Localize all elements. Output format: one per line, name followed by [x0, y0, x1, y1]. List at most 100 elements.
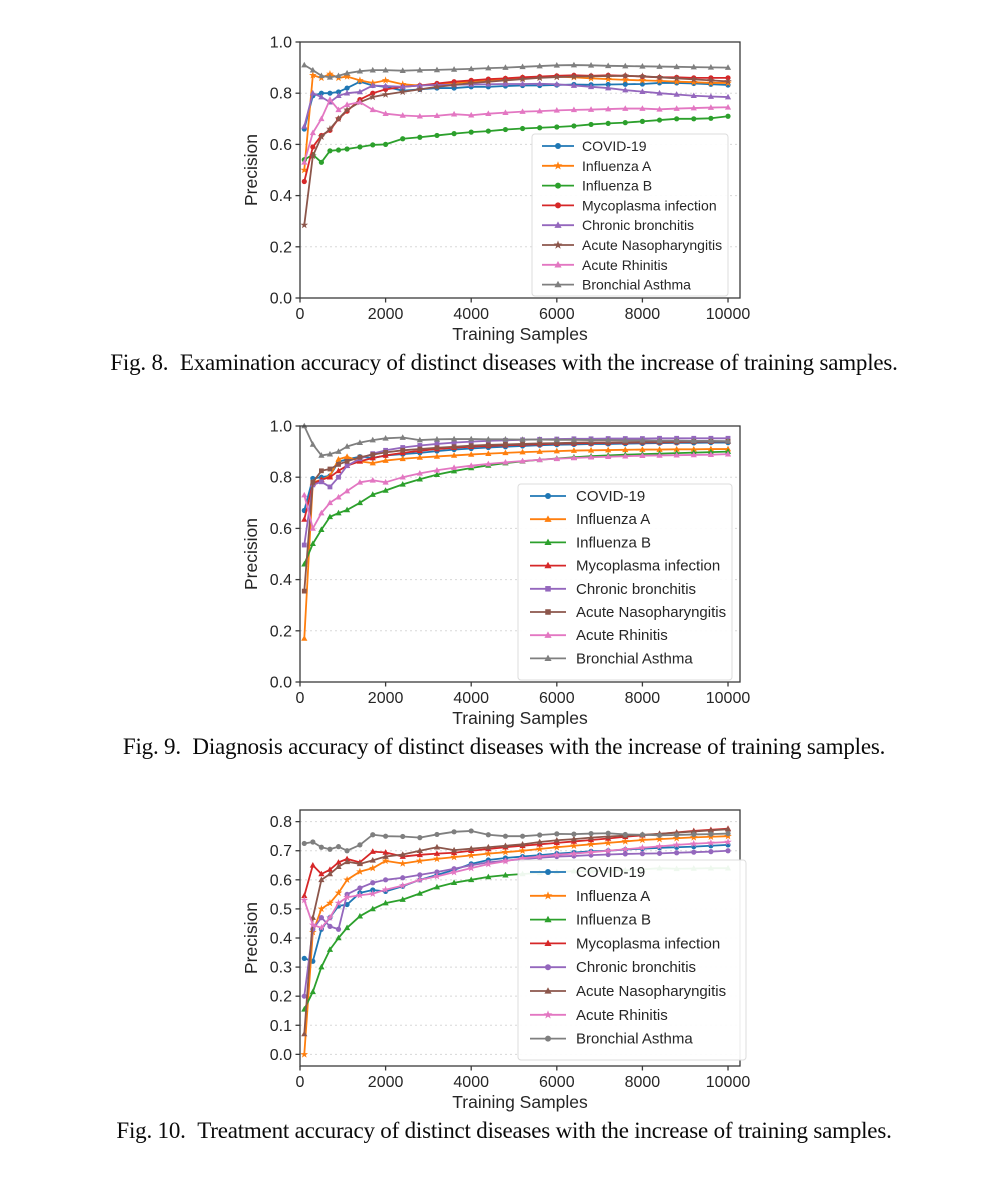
legend-label: Bronchial Asthma — [576, 650, 693, 667]
legend-item-Chronic bronchitis: Chronic bronchitis — [530, 959, 696, 976]
axes: 0 2000 4000 6000 8000 10000 0.0 0.2 0.4 0.6 0.8 1.0 — [270, 419, 751, 708]
legend-box — [531, 133, 729, 297]
legend-item-Bronchial Asthma: Bronchial Asthma — [542, 277, 691, 293]
x-tick-label: 10000 — [706, 1074, 751, 1091]
axes: 0 2000 4000 6000 8000 10000 0.0 0.2 0.4 0.6 0.8 1.0 — [270, 35, 751, 324]
legend-label: COVID-19 — [576, 488, 645, 505]
y-tick-label: 0.1 — [270, 1018, 292, 1035]
x-tick-label: 2000 — [368, 306, 404, 323]
y-tick-label: 0.8 — [270, 470, 292, 487]
legend-item-COVID-19: COVID-19 — [542, 138, 647, 154]
legend: COVID-19 Influenza A Influenza B Mycoplasma… — [531, 133, 729, 297]
legend-label: Influenza B — [576, 912, 651, 929]
x-tick-label: 0 — [296, 306, 305, 323]
y-tick-label: 0.4 — [270, 572, 292, 589]
legend: COVID-19 Influenza A Influenza B Mycoplasma… — [517, 859, 747, 1061]
x-tick-label: 4000 — [453, 690, 489, 707]
legend-label: COVID-19 — [582, 138, 647, 154]
legend-label: Influenza A — [582, 158, 652, 174]
y-tick-label: 0.5 — [270, 901, 292, 918]
y-axis-label: Precision — [241, 902, 261, 974]
legend-label: Chronic bronchitis — [576, 581, 696, 598]
legend: COVID-19 Influenza A Influenza B Mycoplasma… — [517, 483, 733, 681]
figure-8-block: 0 2000 4000 6000 8000 10000 0.0 0.2 0.4 0.6 0.8 1.0… — [0, 10, 1008, 376]
chart-svg-1: 0 2000 4000 6000 8000 10000 0.0 0.2 0.4 0.6 0.8 1.0… — [241, 419, 751, 729]
legend-item-Influenza A: Influenza A — [530, 888, 650, 905]
legend-item-Acute Rhinitis: Acute Rhinitis — [530, 1007, 668, 1024]
legend-label: Influenza B — [582, 178, 652, 194]
x-tick-label: 8000 — [625, 1074, 661, 1091]
figure-9-block: 0 2000 4000 6000 8000 10000 0.0 0.2 0.4 0.6 0.8 1.0… — [0, 394, 1008, 760]
x-tick-label: 8000 — [625, 306, 661, 323]
legend-label: Acute Nasopharyngitis — [576, 604, 726, 621]
series-markers-Bronchial Asthma — [301, 422, 732, 458]
series-markers-Acute Rhinitis — [300, 838, 732, 932]
legend-label: Mycoplasma infection — [576, 558, 720, 575]
legend-item-Influenza B: Influenza B — [542, 178, 652, 194]
plot-border — [299, 41, 741, 299]
legend-item-Influenza B: Influenza B — [530, 912, 651, 929]
y-tick-label: 0.3 — [270, 960, 292, 977]
chart-svg-2: 0 2000 4000 6000 8000 10000 0.0 0.1 0.2 0.3 0.4 0.5… — [241, 809, 751, 1112]
y-tick-label: 0.8 — [270, 814, 292, 831]
legend-item-Mycoplasma infection: Mycoplasma infection — [530, 558, 720, 575]
legend-item-Influenza A: Influenza A — [542, 158, 652, 174]
y-tick-label: 0.2 — [270, 623, 292, 640]
x-axis-label: Training Samples — [452, 1092, 588, 1112]
figure-10-chart: 0 2000 4000 6000 8000 10000 0.0 0.1 0.2 0.3 0.4 0.5… — [0, 778, 1008, 1113]
y-tick-label: 0.0 — [270, 291, 292, 308]
x-tick-label: 0 — [296, 690, 305, 707]
figure-8-chart: 0 2000 4000 6000 8000 10000 0.0 0.2 0.4 0.6 0.8 1.0… — [0, 10, 1008, 345]
legend-item-Acute Nasopharyngitis: Acute Nasopharyngitis — [530, 983, 726, 1000]
legend-label: Influenza A — [576, 888, 650, 905]
legend-label: Acute Nasopharyngitis — [582, 237, 722, 253]
legend-label: Chronic bronchitis — [582, 217, 694, 233]
x-tick-label: 10000 — [706, 306, 751, 323]
series-markers-Acute Rhinitis — [301, 96, 732, 165]
y-tick-label: 0.4 — [270, 188, 292, 205]
y-tick-label: 0.0 — [270, 675, 292, 692]
figure-9-caption-text: Diagnosis accuracy of distinct diseases … — [192, 734, 886, 759]
legend-item-Mycoplasma infection: Mycoplasma infection — [530, 935, 720, 952]
legend-label: Mycoplasma infection — [582, 197, 717, 213]
y-tick-label: 0.6 — [270, 872, 292, 889]
y-tick-label: 0.8 — [270, 86, 292, 103]
figure-10-caption-label: Fig. 10. — [116, 1118, 186, 1143]
legend-label: Influenza A — [576, 511, 650, 528]
legend-label: COVID-19 — [576, 864, 645, 881]
legend-label: Chronic bronchitis — [576, 959, 696, 976]
legend-item-Influenza B: Influenza B — [530, 534, 651, 551]
y-tick-label: 0.4 — [270, 931, 292, 948]
figure-10-block: 0 2000 4000 6000 8000 10000 0.0 0.1 0.2 0.3 0.4 0.5… — [0, 778, 1008, 1144]
plot-border — [299, 425, 741, 683]
legend-item-Chronic bronchitis: Chronic bronchitis — [530, 581, 696, 598]
legend-box — [517, 483, 733, 681]
x-tick-label: 6000 — [539, 306, 575, 323]
x-tick-label: 2000 — [368, 1074, 404, 1091]
y-tick-label: 0.2 — [270, 239, 292, 256]
x-tick-label: 2000 — [368, 690, 404, 707]
legend-label: Acute Rhinitis — [576, 627, 668, 644]
legend-label: Acute Rhinitis — [582, 257, 668, 273]
legend-item-COVID-19: COVID-19 — [530, 864, 645, 881]
legend-label: Acute Rhinitis — [576, 1007, 668, 1024]
x-tick-label: 10000 — [706, 690, 751, 707]
x-tick-label: 8000 — [625, 690, 661, 707]
figure-8-caption-text: Examination accuracy of distinct disease… — [179, 350, 898, 375]
x-tick-label: 4000 — [453, 1074, 489, 1091]
x-tick-label: 6000 — [539, 1074, 575, 1091]
legend-item-Influenza A: Influenza A — [530, 511, 650, 528]
legend-item-Bronchial Asthma: Bronchial Asthma — [530, 650, 693, 667]
x-axis-label: Training Samples — [452, 324, 588, 344]
figure-8-caption-label: Fig. 8. — [110, 350, 169, 375]
legend-item-Chronic bronchitis: Chronic bronchitis — [542, 217, 694, 233]
legend-box — [517, 859, 747, 1061]
x-tick-label: 6000 — [539, 690, 575, 707]
y-tick-label: 0.6 — [270, 137, 292, 154]
series-markers-Acute Rhinitis — [301, 450, 732, 531]
series-markers-Bronchial Asthma — [301, 61, 732, 80]
legend-item-Mycoplasma infection: Mycoplasma infection — [542, 197, 717, 213]
legend-item-Acute Nasopharyngitis: Acute Nasopharyngitis — [542, 237, 722, 253]
x-axis-label: Training Samples — [452, 708, 588, 728]
